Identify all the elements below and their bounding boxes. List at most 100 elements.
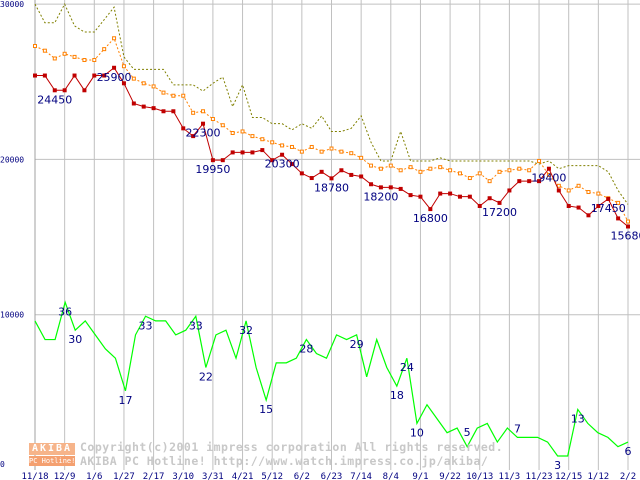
data-label: 30 [68, 333, 82, 346]
x-tick-label: 2/17 [143, 472, 165, 480]
avg-marker [329, 146, 334, 151]
min-marker [438, 191, 443, 196]
min-marker [309, 176, 314, 181]
x-tick-label: 2/2 [620, 472, 636, 480]
min-marker [487, 196, 492, 201]
site-url-text: AKIBA PC Hotline! http://www.watch.impre… [80, 454, 489, 468]
avg-marker [497, 169, 502, 174]
y-tick-label: 0 [0, 460, 5, 469]
avg-marker [141, 81, 146, 86]
data-label: 19400 [531, 172, 566, 185]
x-tick-label: 5/12 [261, 472, 283, 480]
min-marker [131, 101, 136, 106]
min-marker [72, 73, 77, 78]
min-marker [457, 194, 462, 199]
min-marker [161, 109, 166, 114]
min-marker [181, 126, 186, 131]
avg-marker [201, 109, 206, 114]
avg-marker [220, 123, 225, 128]
data-label: 18200 [363, 190, 398, 203]
min-marker [398, 186, 403, 191]
data-label: 24 [400, 361, 414, 374]
x-tick-label: 10/13 [466, 472, 493, 480]
x-tick-label: 4/21 [232, 472, 254, 480]
data-label: 10 [410, 426, 424, 439]
min-marker [220, 158, 225, 163]
avg-marker [260, 137, 265, 142]
avg-marker [438, 165, 443, 170]
avg-marker [102, 47, 107, 52]
avg-marker [191, 110, 196, 115]
min-marker [299, 171, 304, 176]
data-label: 17450 [591, 202, 626, 215]
avg-marker [52, 56, 57, 61]
avg-marker [161, 90, 166, 95]
min-marker [349, 172, 354, 177]
avg-marker [616, 200, 621, 205]
avg-marker [92, 58, 97, 63]
data-label: 29 [350, 338, 364, 351]
min-marker [42, 73, 47, 78]
min-marker [369, 182, 374, 187]
avg-marker [566, 188, 571, 193]
avg-marker [42, 48, 47, 53]
y-tick-label: 10000 [0, 311, 24, 320]
avg-marker [457, 171, 462, 176]
min-marker [408, 193, 413, 198]
avg-marker [359, 155, 364, 160]
x-tick-label: 9/1 [412, 472, 428, 480]
x-tick-label: 12/15 [555, 472, 582, 480]
min-marker [191, 134, 196, 139]
avg-marker [151, 84, 156, 89]
min-marker [201, 121, 206, 126]
avg-marker [309, 144, 314, 149]
data-label: 20300 [265, 158, 300, 171]
data-label: 18780 [314, 181, 349, 194]
avg-marker [517, 166, 522, 171]
x-tick-label: 11/23 [526, 472, 553, 480]
avg-marker [230, 130, 235, 135]
avg-marker [280, 143, 285, 148]
data-label: 3 [554, 459, 561, 472]
data-label: 16800 [413, 212, 448, 225]
data-label: 17200 [482, 206, 517, 219]
avg-marker [250, 134, 255, 139]
data-label: 33 [189, 319, 203, 332]
min-marker [250, 150, 255, 155]
min-marker [448, 191, 453, 196]
avg-marker [339, 149, 344, 154]
avg-marker [112, 36, 117, 41]
data-label: 24450 [37, 93, 72, 106]
logo-subtext: PC Hotline! [29, 456, 75, 466]
avg-marker [378, 166, 383, 171]
avg-marker [289, 144, 294, 149]
min-marker [112, 65, 117, 70]
min-marker [586, 213, 591, 218]
x-tick-label: 6/2 [294, 472, 310, 480]
min-marker [280, 152, 285, 157]
min-marker [606, 197, 611, 202]
avg-marker [448, 168, 453, 173]
avg-marker [388, 163, 393, 168]
min-marker [121, 81, 126, 86]
x-tick-label: 3/10 [172, 472, 194, 480]
avg-marker [428, 166, 433, 171]
avg-marker [72, 54, 77, 59]
avg-marker [576, 183, 581, 188]
min-marker [556, 188, 561, 193]
avg-marker [33, 44, 37, 49]
avg-marker [586, 190, 591, 195]
avg-marker [467, 176, 472, 181]
min-marker [230, 150, 235, 155]
x-tick-label: 1/6 [86, 472, 102, 480]
data-label: 33 [139, 319, 153, 332]
min-marker [171, 109, 176, 114]
avg-marker [546, 172, 551, 177]
avg-marker [171, 93, 176, 98]
avg-marker [537, 158, 542, 163]
data-label: 18 [390, 389, 404, 402]
data-label: 19950 [195, 163, 230, 176]
min-marker [339, 168, 344, 173]
